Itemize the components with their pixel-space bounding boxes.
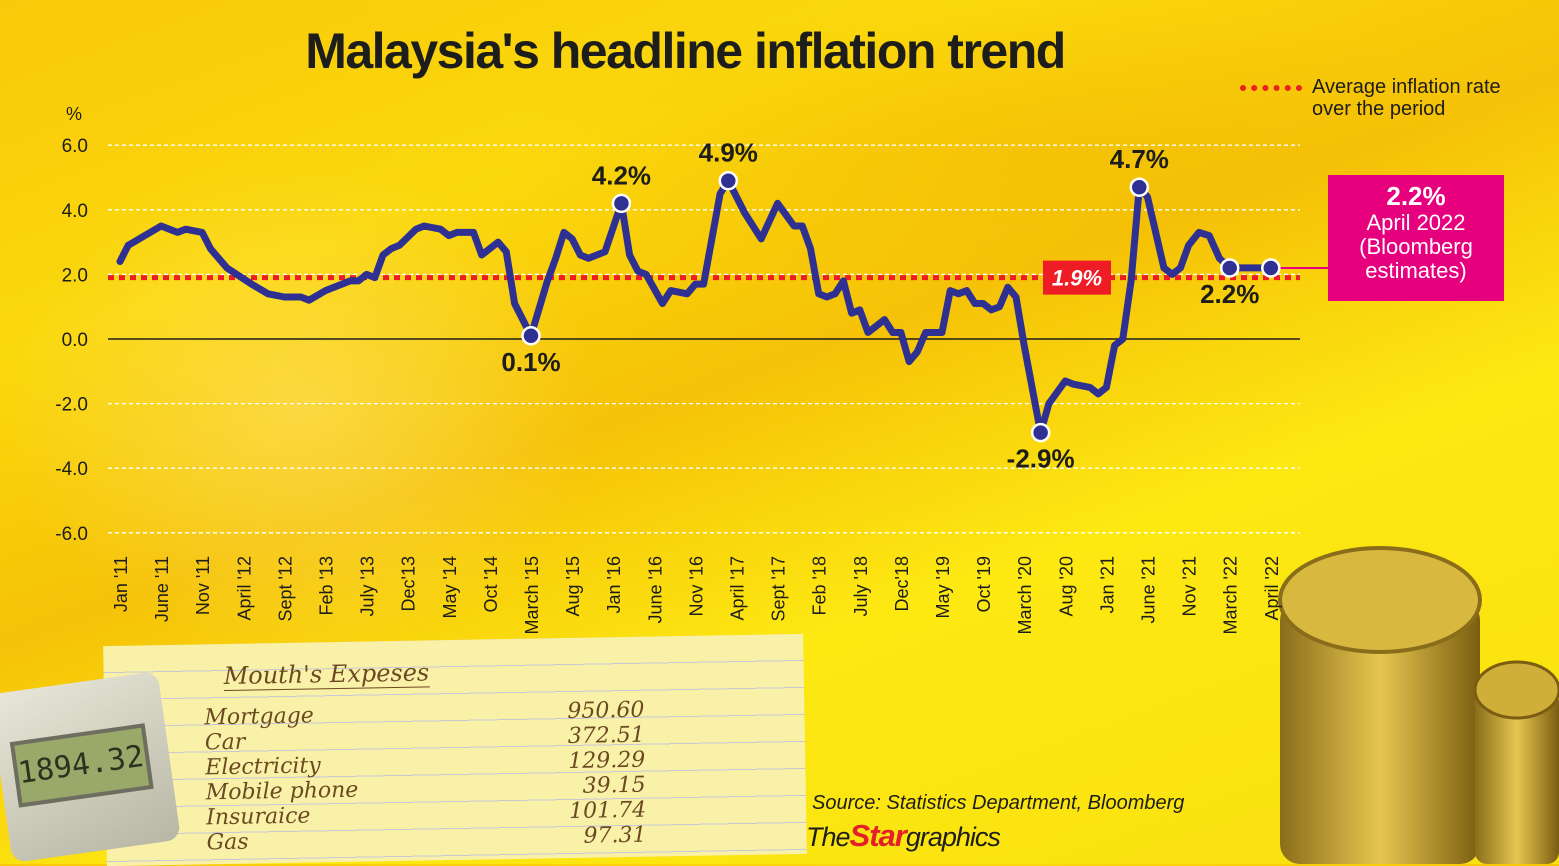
y-tick-label: -2.0 [55,395,88,416]
april-2022-callout: 2.2% April 2022 (Bloomberg estimates) [1328,175,1504,301]
logo-the: The [806,822,851,852]
x-tick-label: April '22 [1262,556,1282,620]
data-point-marker [1261,258,1281,278]
x-tick-label: Feb '18 [810,556,830,615]
x-tick-label: Jan '21 [1097,556,1117,613]
thestar-graphics-logo: TheStargraphics [806,818,1001,854]
y-axis-label: % [66,104,82,124]
callout-line3: estimates) [1365,258,1467,283]
coins-photo [1278,546,1559,864]
x-tick-label: Nov '21 [1180,556,1200,616]
data-point-marker [1219,258,1240,278]
y-tick-label: 0.0 [62,330,88,351]
data-point-marker [611,193,632,214]
x-tick-label: Aug '20 [1056,556,1076,617]
x-tick-label: Jan '16 [604,556,624,613]
data-label: 4.7% [1110,144,1169,174]
y-tick-label: -6.0 [55,524,88,545]
average-label: 1.9% [1052,266,1102,291]
x-tick-label: March '22 [1221,556,1241,634]
callout-line1: April 2022 [1366,210,1466,235]
x-tick-label: May '14 [440,556,460,618]
data-label: 2.2% [1200,279,1259,309]
data-point-marker [1129,177,1150,197]
data-label: -2.9% [1007,444,1075,474]
data-point-marker [1030,422,1051,443]
x-tick-label: Oct '19 [974,556,994,612]
source-note: Source: Statistics Department, Bloomberg [812,792,1185,814]
x-tick-label: Jan '11 [111,556,131,612]
data-point-marker [718,170,739,191]
callout-line2: (Bloomberg [1359,234,1473,259]
x-tick-label: June '11 [152,556,172,622]
x-tick-label: Dec'18 [892,556,912,611]
callout-value: 2.2% [1386,181,1446,211]
data-label: 4.9% [699,138,758,168]
y-tick-label: -4.0 [55,459,88,480]
logo-graphics: graphics [905,822,1001,852]
x-tick-label: Nov '16 [686,556,706,616]
x-tick-label: Oct '14 [481,556,501,612]
y-tick-label: 4.0 [62,201,88,222]
legend-average-swatch [1240,85,1302,91]
x-tick-label: July '13 [358,556,378,616]
data-label: 0.1% [501,347,560,377]
x-tick-label: Aug '15 [563,556,583,617]
data-point-marker [521,326,541,346]
legend-average-label: Average inflation rate over the period [1312,76,1501,120]
x-tick-label: June '21 [1139,556,1159,624]
y-tick-label: 2.0 [62,265,88,286]
data-label: 4.2% [592,160,651,190]
inflation-line [116,177,1275,437]
x-tick-label: March '20 [1015,556,1035,634]
logo-star: Star [849,818,907,853]
y-tick-label: 6.0 [62,136,88,157]
x-tick-label: Nov '11 [193,556,213,615]
x-tick-label: Sept '12 [275,556,295,622]
average-label-box [1043,260,1111,295]
x-tick-label: May '19 [933,556,953,618]
x-tick-label: June '16 [645,556,665,624]
x-tick-label: April '12 [234,556,254,620]
x-tick-label: Sept '17 [769,556,789,622]
legend: Average inflation rate over the period [1240,76,1512,120]
x-tick-label: March '15 [522,556,542,634]
chart-title: Malaysia's headline inflation trend [305,23,1066,79]
x-tick-label: July '18 [851,556,871,616]
x-tick-label: April '17 [728,556,748,620]
x-tick-label: Feb '13 [317,556,337,615]
x-tick-label: Dec'13 [399,556,419,611]
